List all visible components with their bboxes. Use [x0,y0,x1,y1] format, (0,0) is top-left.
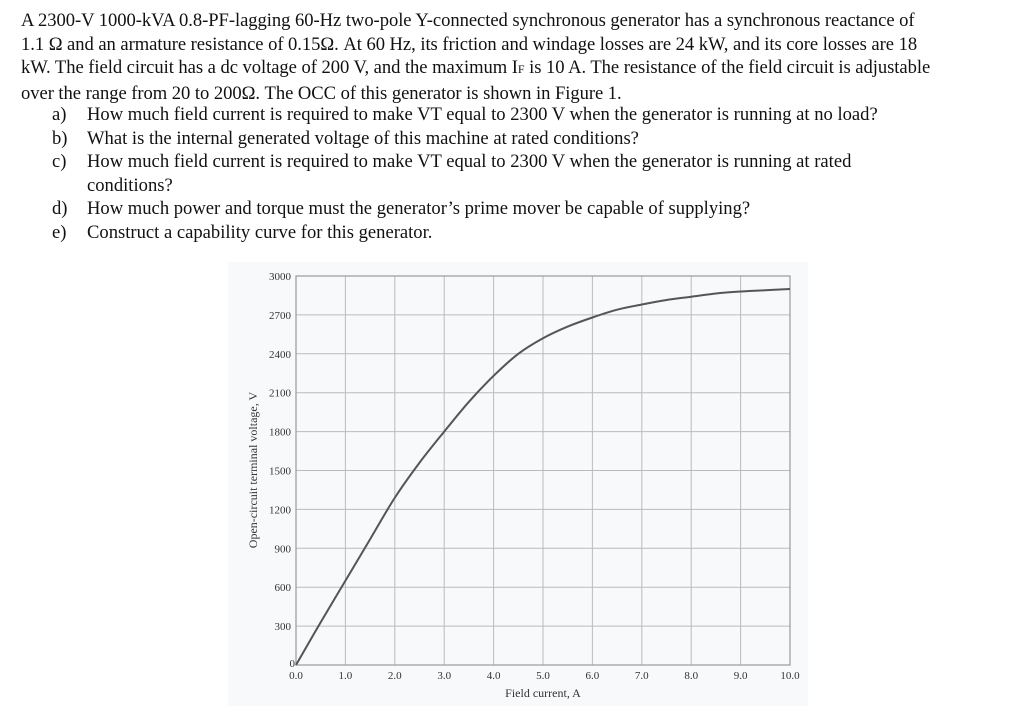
question-text: How much field current is required to ma… [87,104,878,125]
question-label: c) [52,151,67,173]
y-tick-label: 3000 [269,271,292,283]
question-c: c) How much field current is required to… [52,150,1012,197]
question-text-line-2: conditions? [87,174,173,196]
x-tick-label: 9.0 [734,670,748,682]
question-label: a) [52,104,67,125]
x-axis-ticks: 0.0 1.0 2.0 3.0 4.0 5.0 6.0 7.0 8.0 9.0 10.0 [289,670,800,682]
chart-grid [295,275,791,666]
question-e: e) Construct a capability curve for this… [52,221,1012,245]
y-tick-label: 0 [290,658,296,670]
question-text: Construct a capability curve for this ge… [87,221,433,243]
y-tick-label: 1500 [269,466,292,478]
question-d: d) How much power and torque must the ge… [52,197,1012,221]
x-tick-label: 5.0 [536,670,550,682]
occ-chart: 0 300 600 900 1200 1500 1800 2100 2400 2700 3000 0… [246,271,800,700]
y-tick-label: 2100 [269,388,292,400]
x-tick-label: 7.0 [635,670,649,682]
question-label: d) [52,198,68,220]
problem-statement: A 2300-V 1000-kVA 0.8-PF-lagging 60-Hz t… [21,9,1021,105]
intro-line-2: 1.1 Ω and an armature resistance of 0.15… [21,33,918,55]
x-tick-label: 8.0 [684,670,698,682]
plot-frame [295,275,791,666]
intro-line-3: kW. The field circuit has a dc voltage o… [21,56,1021,82]
x-tick-label: 0.0 [289,670,303,682]
intro-line-3-tail: is 10 A. The resistance of the field cir… [524,57,931,79]
question-label: b) [52,127,68,149]
question-text: How much power and torque must the gener… [87,198,751,220]
question-text-line-1: How much field current is required to ma… [87,151,852,173]
y-tick-label: 300 [275,621,292,633]
x-tick-label: 3.0 [437,670,451,682]
question-b: b) What is the internal generated voltag… [52,127,1012,151]
y-tick-label: 2700 [269,310,292,322]
y-tick-label: 1800 [269,427,292,439]
intro-line-4: over the range from 20 to 200Ω. The OCC … [21,82,622,104]
y-tick-label: 1200 [269,504,292,516]
x-tick-label: 10.0 [780,670,800,682]
question-text: How much field current is required to ma… [87,150,851,197]
x-tick-label: 6.0 [586,670,600,682]
x-tick-label: 1.0 [339,670,353,682]
question-a: a) How much field current is required to… [52,103,1012,127]
question-text: What is the internal generated voltage o… [87,127,639,149]
y-tick-label: 600 [275,582,292,594]
question-list: a) How much field current is required to… [52,103,1012,245]
y-axis-label: Open-circuit terminal voltage, V [246,391,260,548]
y-tick-label: 2400 [269,349,292,361]
question-label: e) [52,221,67,243]
occ-figure: 0 300 600 900 1200 1500 1800 2100 2400 2700 3000 0… [228,262,808,706]
x-tick-label: 4.0 [487,670,501,682]
if-subscript: F [517,62,525,77]
y-axis-ticks: 0 300 600 900 1200 1500 1800 2100 2400 2700 3000 [269,271,296,670]
intro-line-1: A 2300-V 1000-kVA 0.8-PF-lagging 60-Hz t… [21,10,915,31]
intro-line-3-head: kW. The field circuit has a dc voltage o… [21,57,518,79]
occ-curve [295,287,791,666]
y-tick-label: 900 [275,543,292,555]
x-axis-label: Field current, A [505,686,581,700]
x-tick-label: 2.0 [388,670,402,682]
